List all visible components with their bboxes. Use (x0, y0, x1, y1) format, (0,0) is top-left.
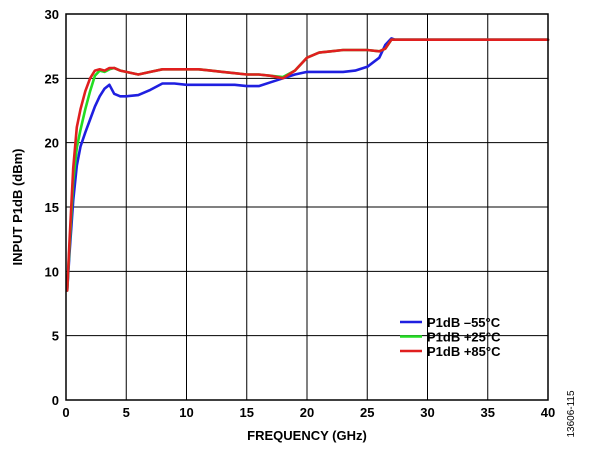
x-tick-label: 20 (300, 405, 314, 420)
legend-label: P1dB +25°C (427, 330, 501, 345)
y-axis-title: INPUT P1dB (dBm) (10, 149, 25, 266)
x-tick-label: 40 (541, 405, 555, 420)
x-tick-label: 35 (481, 405, 495, 420)
y-tick-label: 30 (45, 7, 59, 22)
y-tick-label: 15 (45, 200, 59, 215)
legend-label: P1dB –55°C (427, 315, 501, 330)
series-lines (65, 37, 550, 292)
y-tick-label: 0 (52, 393, 59, 408)
x-tick-label: 10 (179, 405, 193, 420)
x-tick-label: 25 (360, 405, 374, 420)
x-axis-title: FREQUENCY (GHz) (247, 428, 367, 443)
x-tick-label: 30 (420, 405, 434, 420)
x-tick-label: 15 (240, 405, 254, 420)
legend-label: P1dB +85°C (427, 344, 501, 359)
tick-labels: 0 5 10 15 20 25 30 35 40 0 5 10 15 20 25 30 (45, 7, 556, 420)
y-tick-label: 5 (52, 329, 59, 344)
grid (66, 14, 548, 400)
figure-code: 13606-115 (566, 390, 577, 438)
y-tick-label: 10 (45, 264, 59, 279)
y-tick-label: 20 (45, 136, 59, 151)
series-line-1 (65, 37, 550, 292)
plot-frame (65, 13, 549, 401)
series-line-3 (65, 38, 550, 292)
y-tick-label: 25 (45, 71, 59, 86)
x-tick-label: 0 (62, 405, 69, 420)
x-tick-label: 5 (123, 405, 130, 420)
